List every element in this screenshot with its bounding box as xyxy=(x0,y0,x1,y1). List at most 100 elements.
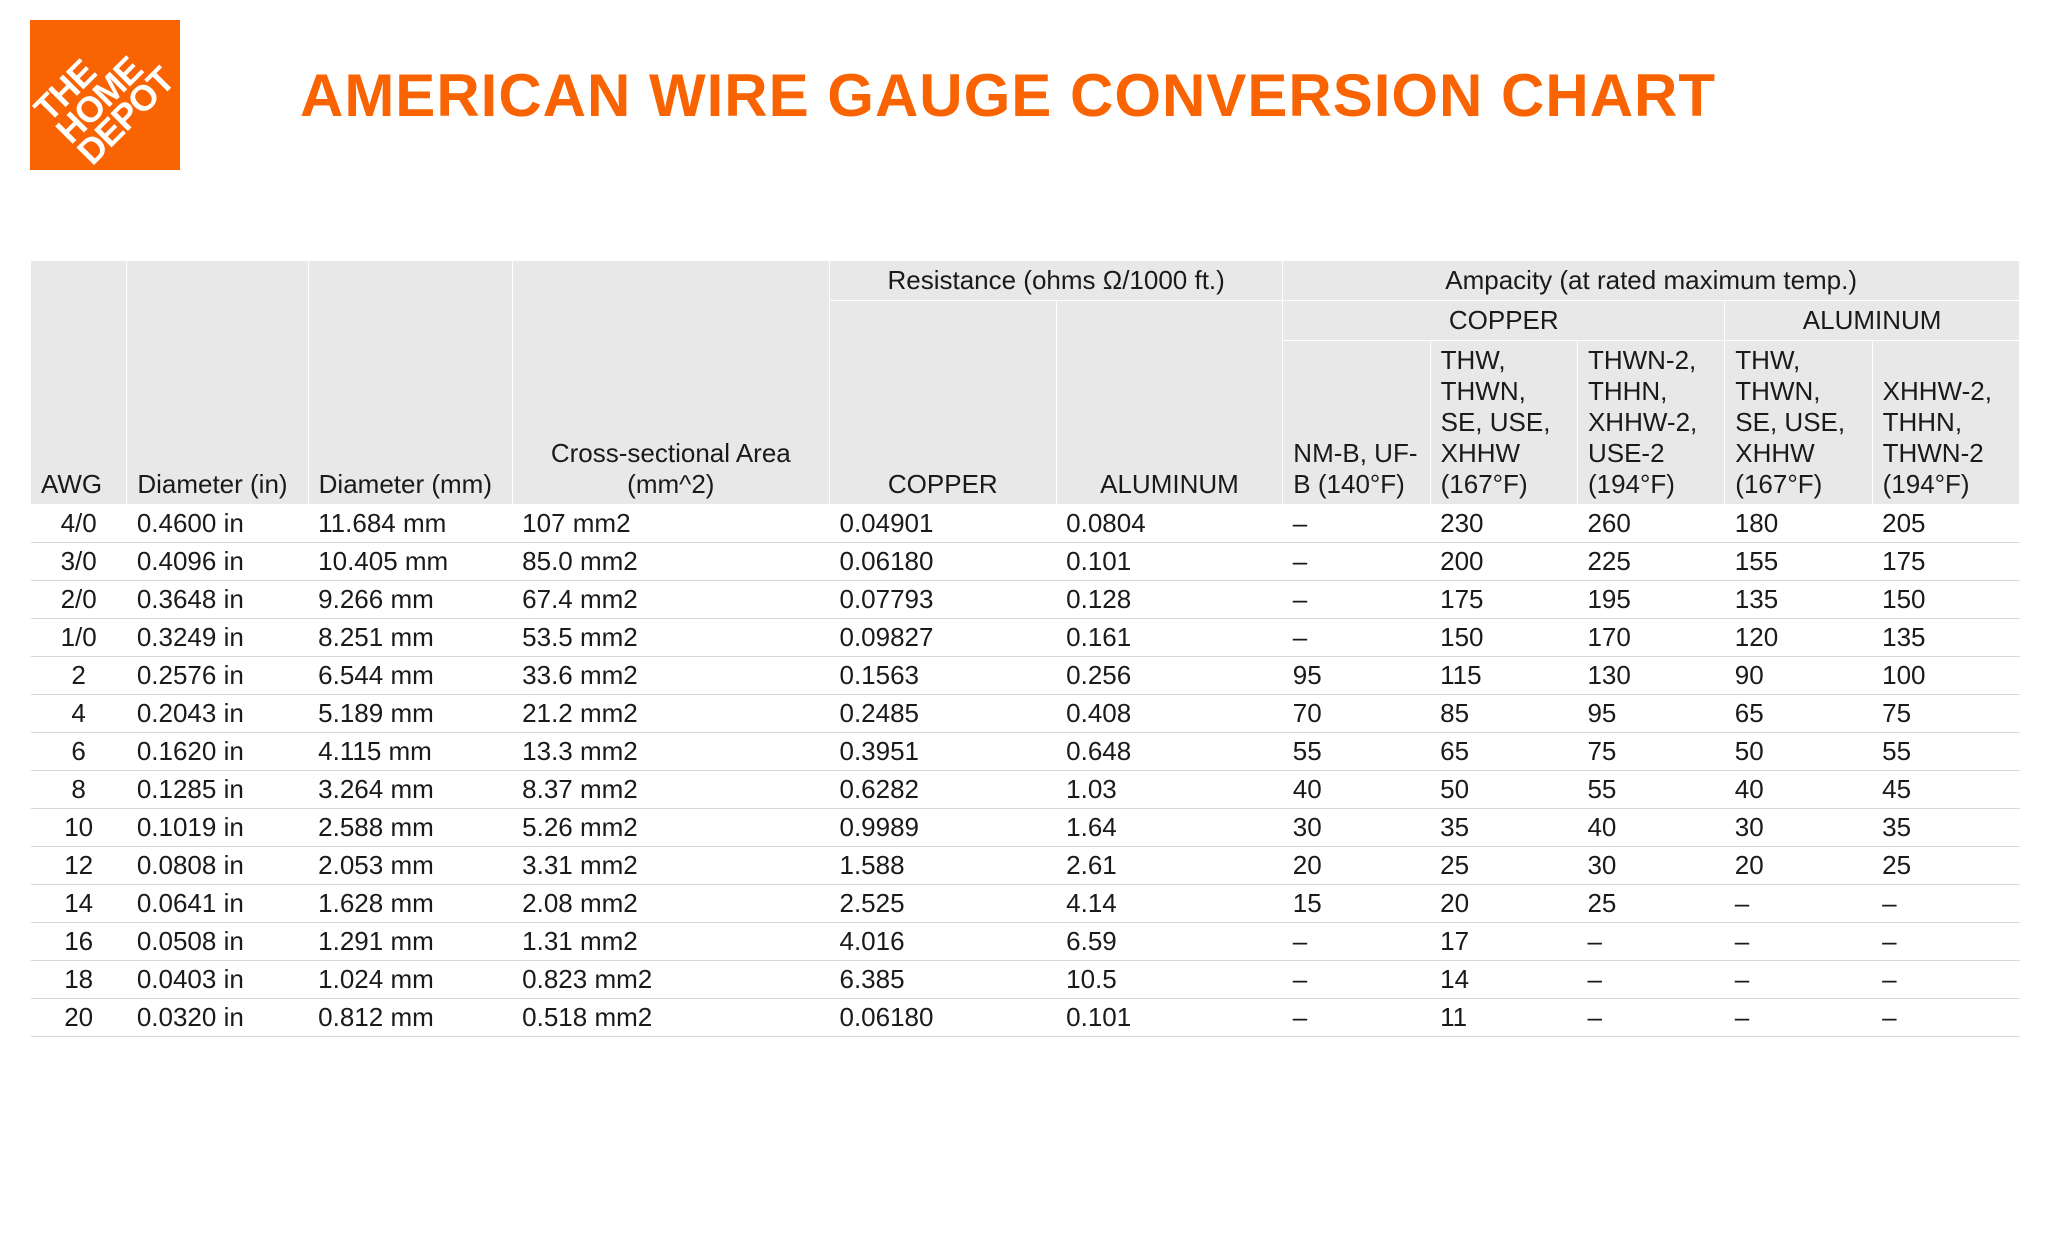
table-cell: 0.0808 in xyxy=(127,847,308,885)
table-cell: 4.115 mm xyxy=(308,733,512,771)
table-cell: 65 xyxy=(1430,733,1577,771)
table-cell: 2.08 mm2 xyxy=(512,885,829,923)
table-cell: 75 xyxy=(1872,695,2019,733)
table-cell: 25 xyxy=(1872,847,2019,885)
table-cell: 40 xyxy=(1725,771,1872,809)
page-header: THE HOME DEPOT AMERICAN WIRE GAUGE CONVE… xyxy=(30,20,2020,170)
table-cell: 0.0320 in xyxy=(127,999,308,1037)
table-cell: – xyxy=(1725,961,1872,999)
table-row: 20.2576 in6.544 mm33.6 mm20.15630.256951… xyxy=(31,657,2020,695)
table-cell: 195 xyxy=(1577,581,1724,619)
table-cell: 10.5 xyxy=(1056,961,1283,999)
table-cell: 11 xyxy=(1430,999,1577,1037)
table-cell: – xyxy=(1577,999,1724,1037)
table-cell: 2 xyxy=(31,657,127,695)
table-cell: 0.9989 xyxy=(829,809,1056,847)
table-cell: 150 xyxy=(1430,619,1577,657)
col-awg: AWG xyxy=(31,261,127,505)
table-cell: 0.07793 xyxy=(829,581,1056,619)
table-cell: 260 xyxy=(1577,505,1724,543)
table-cell: 135 xyxy=(1872,619,2019,657)
col-amp-cu-167: THW, THWN, SE, USE, XHHW (167°F) xyxy=(1430,341,1577,505)
table-cell: 8.37 mm2 xyxy=(512,771,829,809)
col-area: Cross-sectional Area (mm^2) xyxy=(512,261,829,505)
table-cell: 1.291 mm xyxy=(308,923,512,961)
table-cell: 2/0 xyxy=(31,581,127,619)
table-cell: – xyxy=(1872,961,2019,999)
col-res-copper: COPPER xyxy=(829,301,1056,505)
table-row: 3/00.4096 in10.405 mm85.0 mm20.061800.10… xyxy=(31,543,2020,581)
table-cell: 0.04901 xyxy=(829,505,1056,543)
table-cell: – xyxy=(1725,885,1872,923)
table-row: 4/00.4600 in11.684 mm107 mm20.049010.080… xyxy=(31,505,2020,543)
table-cell: 200 xyxy=(1430,543,1577,581)
table-cell: 0.2576 in xyxy=(127,657,308,695)
table-header: AWG Diameter (in) Diameter (mm) Cross-se… xyxy=(31,261,2020,505)
table-cell: 11.684 mm xyxy=(308,505,512,543)
table-cell: 95 xyxy=(1283,657,1430,695)
table-cell: 175 xyxy=(1430,581,1577,619)
table-cell: 40 xyxy=(1283,771,1430,809)
table-cell: 1.588 xyxy=(829,847,1056,885)
table-cell: 4 xyxy=(31,695,127,733)
table-cell: 0.3249 in xyxy=(127,619,308,657)
col-diameter-mm: Diameter (mm) xyxy=(308,261,512,505)
table-cell: 14 xyxy=(1430,961,1577,999)
table-cell: 6.59 xyxy=(1056,923,1283,961)
brand-logo: THE HOME DEPOT xyxy=(30,20,180,170)
table-cell: 175 xyxy=(1872,543,2019,581)
table-cell: – xyxy=(1283,999,1430,1037)
col-diameter-in: Diameter (in) xyxy=(127,261,308,505)
col-amp-al-167: THW, THWN, SE, USE, XHHW (167°F) xyxy=(1725,341,1872,505)
table-cell: 170 xyxy=(1577,619,1724,657)
table-cell: 10 xyxy=(31,809,127,847)
table-cell: – xyxy=(1283,543,1430,581)
table-cell: 33.6 mm2 xyxy=(512,657,829,695)
table-cell: 2.053 mm xyxy=(308,847,512,885)
table-row: 140.0641 in1.628 mm2.08 mm22.5254.141520… xyxy=(31,885,2020,923)
table-cell: 85 xyxy=(1430,695,1577,733)
table-cell: 3.264 mm xyxy=(308,771,512,809)
table-cell: – xyxy=(1872,923,2019,961)
table-body: 4/00.4600 in11.684 mm107 mm20.049010.080… xyxy=(31,505,2020,1037)
table-cell: 0.2043 in xyxy=(127,695,308,733)
table-cell: 53.5 mm2 xyxy=(512,619,829,657)
table-cell: – xyxy=(1283,619,1430,657)
table-cell: 0.1019 in xyxy=(127,809,308,847)
table-cell: 1.31 mm2 xyxy=(512,923,829,961)
table-cell: 25 xyxy=(1577,885,1724,923)
table-cell: 0.101 xyxy=(1056,543,1283,581)
table-cell: 6.544 mm xyxy=(308,657,512,695)
table-cell: 0.648 xyxy=(1056,733,1283,771)
table-cell: 20 xyxy=(1430,885,1577,923)
table-cell: 85.0 mm2 xyxy=(512,543,829,581)
table-cell: 5.189 mm xyxy=(308,695,512,733)
logo-text: THE HOME DEPOT xyxy=(30,20,179,169)
table-cell: 0.4600 in xyxy=(127,505,308,543)
table-cell: 14 xyxy=(31,885,127,923)
table-row: 180.0403 in1.024 mm0.823 mm26.38510.5–14… xyxy=(31,961,2020,999)
table-cell: 55 xyxy=(1577,771,1724,809)
table-cell: 65 xyxy=(1725,695,1872,733)
table-cell: 0.1620 in xyxy=(127,733,308,771)
table-cell: 135 xyxy=(1725,581,1872,619)
table-cell: 0.812 mm xyxy=(308,999,512,1037)
table-cell: 6.385 xyxy=(829,961,1056,999)
table-cell: – xyxy=(1577,961,1724,999)
table-cell: 3.31 mm2 xyxy=(512,847,829,885)
table-cell: 40 xyxy=(1577,809,1724,847)
table-cell: – xyxy=(1283,961,1430,999)
table-cell: 50 xyxy=(1725,733,1872,771)
table-cell: 0.518 mm2 xyxy=(512,999,829,1037)
table-cell: 9.266 mm xyxy=(308,581,512,619)
table-cell: 230 xyxy=(1430,505,1577,543)
table-cell: 0.3951 xyxy=(829,733,1056,771)
table-row: 200.0320 in0.812 mm0.518 mm20.061800.101… xyxy=(31,999,2020,1037)
group-ampacity: Ampacity (at rated maximum temp.) xyxy=(1283,261,2020,301)
table-cell: 0.6282 xyxy=(829,771,1056,809)
table-row: 120.0808 in2.053 mm3.31 mm21.5882.612025… xyxy=(31,847,2020,885)
table-cell: 16 xyxy=(31,923,127,961)
table-cell: 13.3 mm2 xyxy=(512,733,829,771)
table-cell: 6 xyxy=(31,733,127,771)
table-cell: 35 xyxy=(1872,809,2019,847)
